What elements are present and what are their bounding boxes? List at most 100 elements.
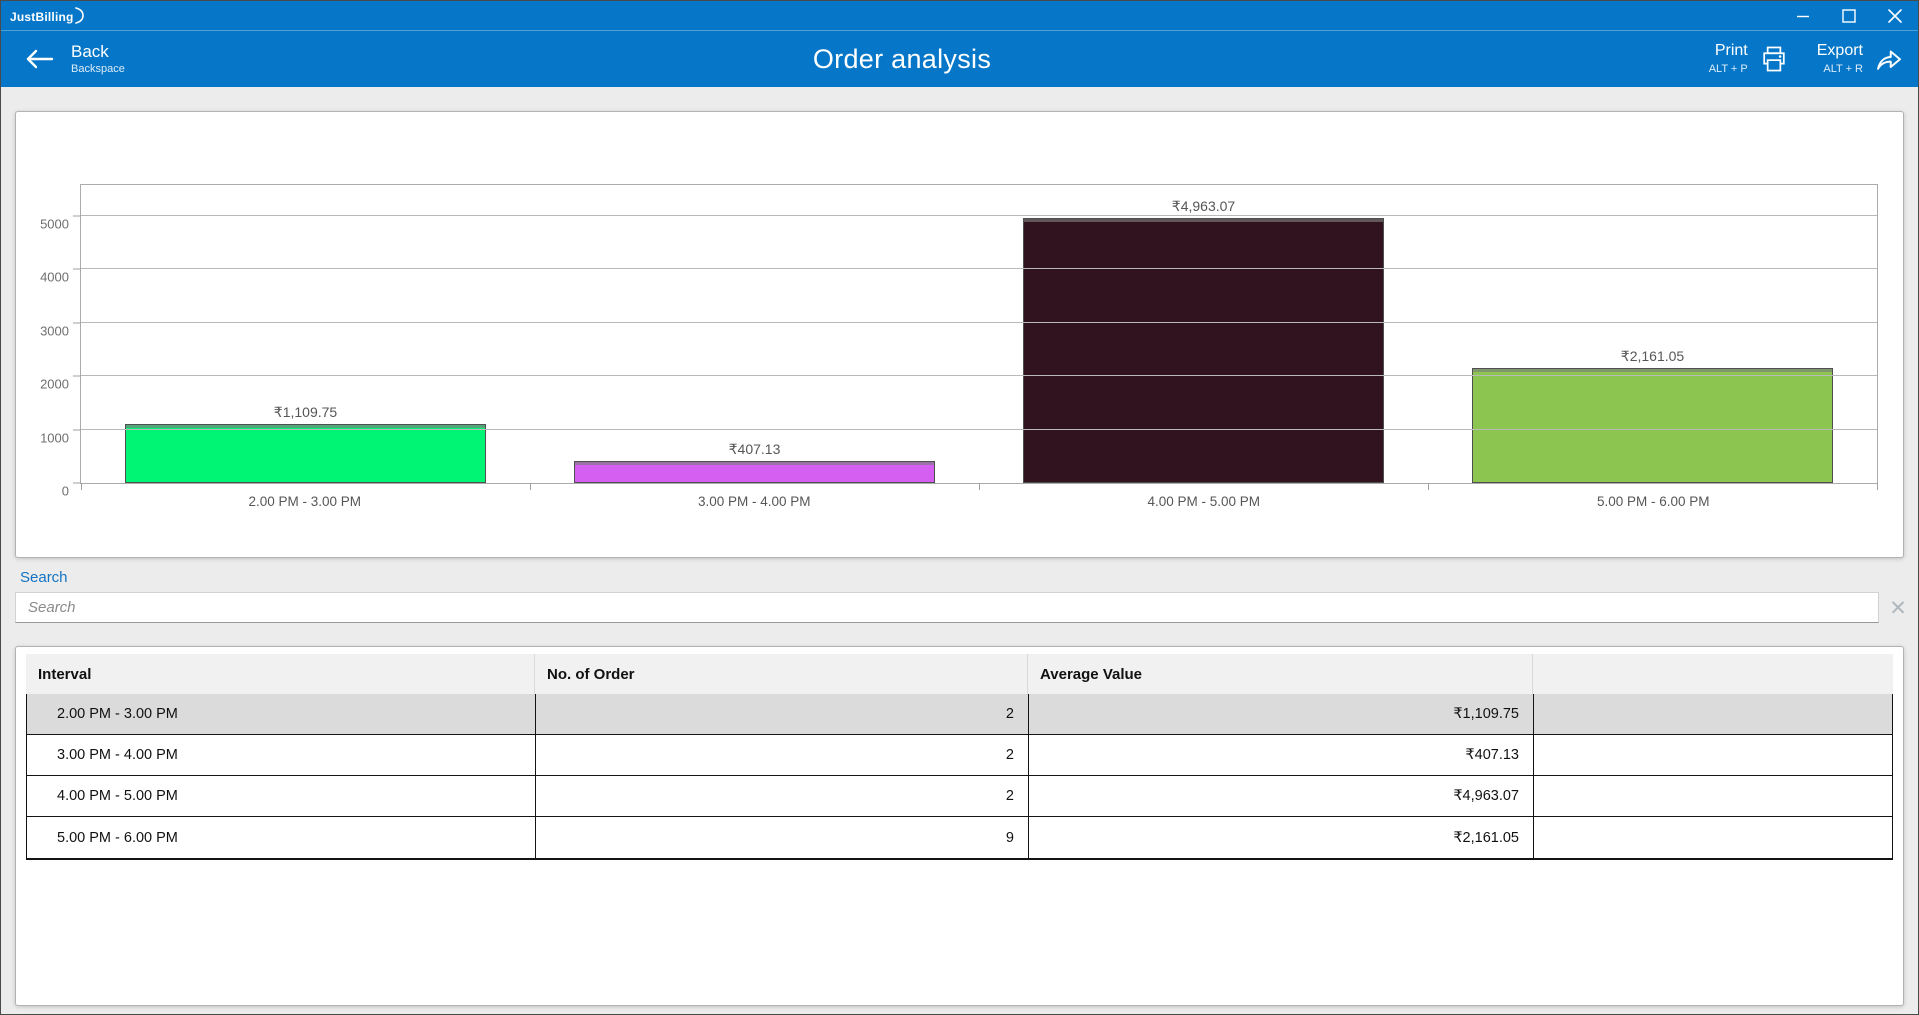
window-controls	[1780, 1, 1918, 30]
column-header-average[interactable]: Average Value	[1028, 654, 1533, 694]
x-axis-category-label: 4.00 PM - 5.00 PM	[1147, 494, 1261, 509]
cell-average-value: ₹4,963.07	[1029, 776, 1534, 816]
y-axis-tick	[73, 429, 81, 431]
cell-interval: 2.00 PM - 3.00 PM	[27, 694, 536, 734]
cell-average-value: ₹407.13	[1029, 735, 1534, 775]
bar-group: ₹2,161.05	[1428, 185, 1877, 483]
print-label: Print	[1714, 42, 1748, 60]
logo-text: JustBilling	[10, 10, 74, 24]
search-input[interactable]	[15, 592, 1879, 623]
y-axis-tick	[73, 482, 81, 484]
cell-empty	[1534, 694, 1892, 734]
search-clear-button[interactable]: ✕	[1885, 595, 1911, 621]
export-label: Export	[1816, 42, 1863, 60]
nav-bar: Back Backspace Order analysis Print ALT …	[1, 31, 1918, 87]
search-label: Search	[20, 569, 68, 586]
y-axis-label: 0	[61, 483, 69, 499]
cell-order-count: 2	[536, 776, 1029, 816]
table-body: 2.00 PM - 3.00 PM 2 ₹1,109.75 3.00 PM - 4.0…	[26, 694, 1893, 860]
bar-value-label: ₹4,963.07	[1171, 197, 1236, 214]
x-axis-category-label: 5.00 PM - 6.00 PM	[1596, 494, 1710, 509]
back-arrow-icon	[23, 46, 55, 72]
y-axis-label: 1000	[40, 430, 69, 446]
cell-order-count: 2	[536, 735, 1029, 775]
x-axis-tick	[979, 483, 980, 490]
y-axis-tick	[73, 375, 81, 377]
column-header-interval[interactable]: Interval	[26, 654, 535, 694]
table-row[interactable]: 3.00 PM - 4.00 PM 2 ₹407.13	[27, 735, 1892, 776]
bar-3[interactable]: ₹4,963.07	[1022, 198, 1385, 483]
cell-empty	[1534, 817, 1892, 858]
table-panel: Interval No. of Order Average Value 2.00 P…	[15, 646, 1904, 1006]
bar-value-label: ₹2,161.05	[1620, 347, 1685, 364]
plot-area: ₹1,109.75 ₹407.13 ₹4,963.07 ₹2,161.05 0 1000…	[40, 184, 1878, 499]
back-label: Back	[71, 41, 109, 61]
gridline	[81, 268, 1877, 270]
back-shortcut: Backspace	[71, 63, 125, 76]
maximize-icon	[1842, 8, 1856, 23]
cell-order-count: 2	[536, 694, 1029, 734]
x-axis-tick	[81, 483, 82, 490]
table-row[interactable]: 2.00 PM - 3.00 PM 2 ₹1,109.75	[27, 694, 1892, 735]
x-axis-category-label: 2.00 PM - 3.00 PM	[248, 494, 362, 509]
cell-average-value: ₹1,109.75	[1029, 694, 1534, 734]
table-row[interactable]: 4.00 PM - 5.00 PM 2 ₹4,963.07	[27, 776, 1892, 817]
close-button[interactable]	[1872, 1, 1918, 30]
cell-interval: 5.00 PM - 6.00 PM	[27, 817, 536, 858]
gridline	[81, 214, 1877, 216]
print-button[interactable]: Print ALT + P	[1709, 42, 1789, 75]
x-axis-category-label: 3.00 PM - 4.00 PM	[697, 494, 811, 509]
cell-interval: 4.00 PM - 5.00 PM	[27, 776, 536, 816]
column-header-empty[interactable]	[1533, 654, 1893, 694]
bar-series: ₹1,109.75 ₹407.13 ₹4,963.07 ₹2,161.05	[81, 185, 1877, 483]
y-axis-tick	[73, 268, 81, 270]
justbilling-logo: JustBilling	[10, 7, 85, 24]
export-shortcut: ALT + R	[1823, 62, 1863, 75]
cell-interval: 3.00 PM - 4.00 PM	[27, 735, 536, 775]
x-axis-tick	[1877, 483, 1878, 490]
export-share-icon	[1877, 50, 1901, 70]
y-axis-tick	[73, 322, 81, 324]
nav-actions: Print ALT + P Export ALT + R	[1681, 42, 1904, 75]
title-bar: JustBilling	[1, 1, 1918, 31]
y-axis-label: 5000	[40, 216, 69, 232]
chart-panel: ₹1,109.75 ₹407.13 ₹4,963.07 ₹2,161.05 0 1000…	[15, 111, 1904, 558]
bar-value-label: ₹1,109.75	[273, 403, 338, 420]
close-icon	[1888, 8, 1902, 23]
bar-1[interactable]: ₹1,109.75	[124, 404, 487, 483]
gridline	[81, 428, 1877, 430]
maximize-button[interactable]	[1826, 1, 1872, 30]
cell-average-value: ₹2,161.05	[1029, 817, 1534, 858]
print-shortcut: ALT + P	[1708, 62, 1748, 75]
bar-group: ₹4,963.07	[979, 185, 1428, 483]
cell-empty	[1534, 776, 1892, 816]
clear-x-icon: ✕	[1889, 596, 1907, 620]
x-axis-tick	[530, 483, 531, 490]
bar-2[interactable]: ₹407.13	[573, 441, 936, 483]
table-row[interactable]: 5.00 PM - 6.00 PM 9 ₹2,161.05	[27, 817, 1892, 858]
table-header-row: Interval No. of Order Average Value	[26, 654, 1893, 694]
x-axis-tick	[1428, 483, 1429, 490]
orders-table: Interval No. of Order Average Value 2.00 P…	[26, 654, 1893, 860]
page-title: Order analysis	[812, 43, 992, 74]
gridline	[81, 375, 1877, 377]
y-axis-label: 2000	[40, 376, 69, 392]
minimize-button[interactable]	[1780, 1, 1826, 30]
printer-icon	[1763, 46, 1785, 72]
logo-cloud-icon	[74, 7, 84, 24]
bar-group: ₹407.13	[530, 185, 979, 483]
bar-group: ₹1,109.75	[81, 185, 530, 483]
gridline	[81, 321, 1877, 323]
back-button[interactable]: Back Backspace	[23, 42, 125, 76]
y-axis-tick	[73, 215, 81, 217]
bar-value-label: ₹407.13	[728, 441, 781, 458]
column-header-orders[interactable]: No. of Order	[535, 654, 1028, 694]
minimize-icon	[1797, 15, 1809, 17]
bar-4[interactable]: ₹2,161.05	[1471, 348, 1834, 483]
cell-empty	[1534, 735, 1892, 775]
export-button[interactable]: Export ALT + R	[1817, 42, 1904, 75]
y-axis-label: 4000	[40, 269, 69, 285]
x-axis-labels: 2.00 PM - 3.00 PM 3.00 PM - 4.00 PM 4.00 P…	[80, 494, 1878, 509]
cell-order-count: 9	[536, 817, 1029, 858]
